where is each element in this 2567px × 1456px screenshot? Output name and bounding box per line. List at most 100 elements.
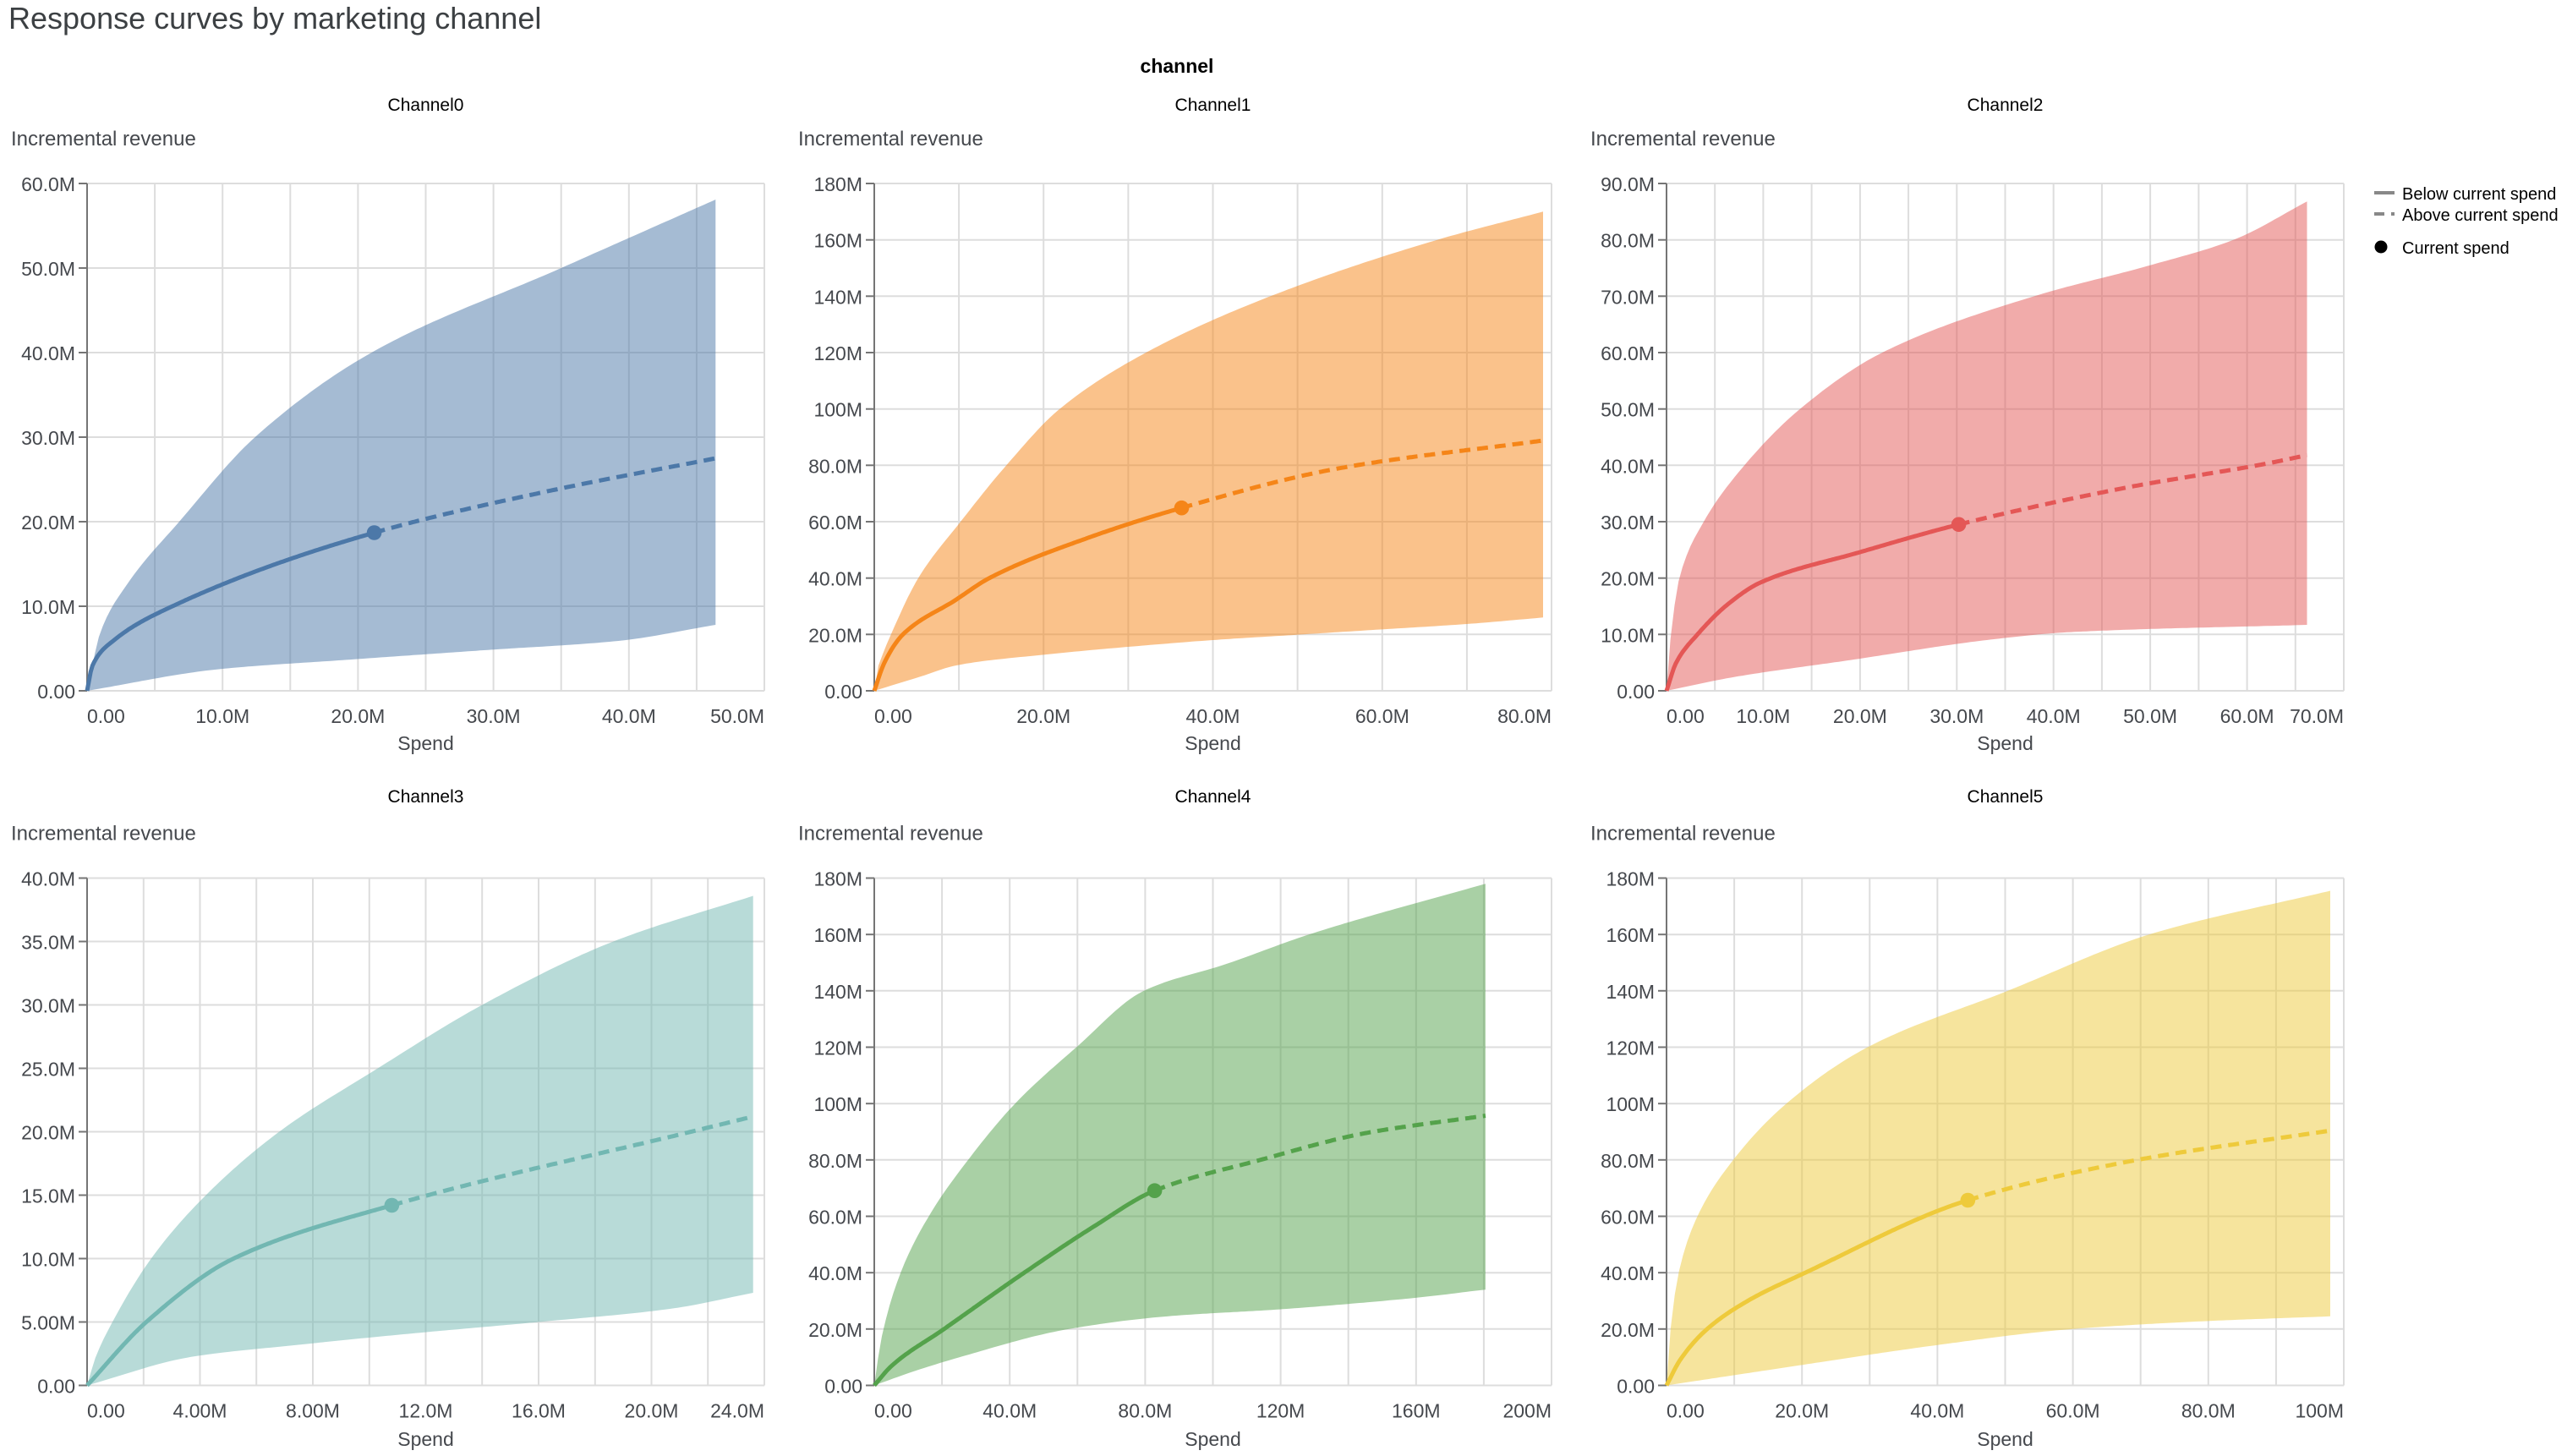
svg-text:16.0M: 16.0M [512, 1400, 566, 1422]
svg-text:180M: 180M [813, 173, 862, 195]
svg-text:160M: 160M [1392, 1400, 1441, 1422]
svg-text:10.0M: 10.0M [21, 1249, 75, 1271]
svg-text:50.0M: 50.0M [710, 705, 764, 727]
svg-text:4.00M: 4.00M [173, 1400, 227, 1422]
svg-text:Incremental revenue: Incremental revenue [798, 823, 983, 846]
svg-text:40.0M: 40.0M [602, 705, 656, 727]
svg-text:40.0M: 40.0M [808, 1262, 862, 1284]
svg-text:Incremental revenue: Incremental revenue [1590, 823, 1776, 846]
svg-text:0.00: 0.00 [824, 681, 862, 703]
svg-text:0.00: 0.00 [1667, 1400, 1705, 1422]
svg-text:80.0M: 80.0M [808, 455, 862, 477]
svg-text:40.0M: 40.0M [808, 568, 862, 590]
svg-text:120M: 120M [813, 1037, 862, 1059]
svg-text:180M: 180M [813, 868, 862, 890]
svg-text:0.00: 0.00 [874, 1400, 912, 1422]
svg-text:80.0M: 80.0M [2181, 1400, 2236, 1422]
svg-text:Spend: Spend [397, 1428, 454, 1450]
svg-text:0.00: 0.00 [1667, 705, 1705, 727]
svg-text:Incremental revenue: Incremental revenue [798, 128, 983, 151]
svg-text:20.0M: 20.0M [625, 1400, 679, 1422]
svg-text:100M: 100M [813, 399, 862, 421]
svg-text:8.00M: 8.00M [286, 1400, 340, 1422]
svg-text:140M: 140M [813, 981, 862, 1003]
svg-text:20.0M: 20.0M [1601, 568, 1655, 590]
svg-text:160M: 160M [813, 230, 862, 252]
svg-text:30.0M: 30.0M [21, 995, 75, 1017]
svg-text:0.00: 0.00 [824, 1376, 862, 1398]
svg-text:0.00: 0.00 [37, 1376, 75, 1398]
svg-text:80.0M: 80.0M [1497, 705, 1552, 727]
svg-text:Incremental revenue: Incremental revenue [1590, 128, 1776, 151]
svg-text:40.0M: 40.0M [1910, 1400, 1964, 1422]
svg-text:80.0M: 80.0M [1118, 1400, 1172, 1422]
svg-text:Response curves by marketing c: Response curves by marketing channel [8, 1, 541, 36]
svg-text:25.0M: 25.0M [21, 1059, 75, 1081]
svg-text:50.0M: 50.0M [1601, 399, 1655, 421]
svg-text:70.0M: 70.0M [1601, 286, 1655, 308]
svg-text:60.0M: 60.0M [2046, 1400, 2100, 1422]
svg-text:120M: 120M [1606, 1037, 1655, 1059]
svg-text:20.0M: 20.0M [1601, 1319, 1655, 1341]
svg-text:Above current spend: Above current spend [2402, 206, 2559, 225]
svg-text:140M: 140M [1606, 981, 1655, 1003]
svg-text:0.00: 0.00 [1617, 681, 1655, 703]
svg-text:180M: 180M [1606, 868, 1655, 890]
svg-text:Spend: Spend [1977, 732, 2033, 754]
svg-text:10.0M: 10.0M [1736, 705, 1790, 727]
svg-text:90.0M: 90.0M [1601, 173, 1655, 195]
svg-text:30.0M: 30.0M [1929, 705, 1984, 727]
svg-text:60.0M: 60.0M [1355, 705, 1409, 727]
svg-text:0.00: 0.00 [87, 1400, 125, 1422]
svg-text:20.0M: 20.0M [808, 1319, 862, 1341]
svg-text:Channel1: Channel1 [1175, 96, 1251, 115]
svg-text:40.0M: 40.0M [21, 342, 75, 364]
svg-text:60.0M: 60.0M [808, 1207, 862, 1229]
svg-text:40.0M: 40.0M [1186, 705, 1240, 727]
svg-text:10.0M: 10.0M [1601, 624, 1655, 646]
svg-text:Spend: Spend [1185, 1428, 1241, 1450]
svg-text:20.0M: 20.0M [808, 624, 862, 646]
svg-text:40.0M: 40.0M [982, 1400, 1037, 1422]
svg-text:70.0M: 70.0M [2290, 705, 2344, 727]
svg-text:Channel4: Channel4 [1175, 787, 1251, 807]
svg-text:0.00: 0.00 [87, 705, 125, 727]
svg-text:Channel3: Channel3 [388, 787, 464, 807]
svg-text:Channel0: Channel0 [388, 96, 464, 115]
svg-text:60.0M: 60.0M [1601, 342, 1655, 364]
svg-text:100M: 100M [1606, 1093, 1655, 1115]
svg-text:15.0M: 15.0M [21, 1185, 75, 1207]
svg-text:10.0M: 10.0M [195, 705, 249, 727]
svg-text:30.0M: 30.0M [467, 705, 521, 727]
svg-text:50.0M: 50.0M [2123, 705, 2177, 727]
svg-text:100M: 100M [2295, 1400, 2344, 1422]
svg-text:160M: 160M [1606, 924, 1655, 946]
svg-text:40.0M: 40.0M [2027, 705, 2081, 727]
svg-text:Channel5: Channel5 [1968, 787, 2044, 807]
svg-text:80.0M: 80.0M [1601, 1150, 1655, 1172]
svg-text:Channel2: Channel2 [1968, 96, 2044, 115]
svg-text:Incremental revenue: Incremental revenue [11, 128, 196, 151]
svg-text:30.0M: 30.0M [21, 427, 75, 449]
svg-text:20.0M: 20.0M [1833, 705, 1887, 727]
svg-text:40.0M: 40.0M [1601, 1262, 1655, 1284]
svg-text:Spend: Spend [1185, 732, 1241, 754]
svg-text:20.0M: 20.0M [1775, 1400, 1829, 1422]
svg-text:200M: 200M [1502, 1400, 1552, 1422]
svg-text:60.0M: 60.0M [1601, 1207, 1655, 1229]
svg-text:0.00: 0.00 [37, 681, 75, 703]
svg-text:Below current spend: Below current spend [2402, 185, 2556, 204]
svg-text:60.0M: 60.0M [2220, 705, 2274, 727]
svg-text:30.0M: 30.0M [1601, 512, 1655, 534]
svg-text:60.0M: 60.0M [808, 512, 862, 534]
svg-text:Spend: Spend [1977, 1428, 2033, 1450]
svg-text:20.0M: 20.0M [21, 1122, 75, 1144]
svg-text:160M: 160M [813, 924, 862, 946]
svg-text:40.0M: 40.0M [1601, 455, 1655, 477]
svg-text:120M: 120M [813, 342, 862, 364]
svg-text:0.00: 0.00 [1617, 1376, 1655, 1398]
svg-text:100M: 100M [813, 1093, 862, 1115]
svg-text:35.0M: 35.0M [21, 932, 75, 954]
svg-text:10.0M: 10.0M [21, 596, 75, 618]
svg-text:20.0M: 20.0M [331, 705, 385, 727]
